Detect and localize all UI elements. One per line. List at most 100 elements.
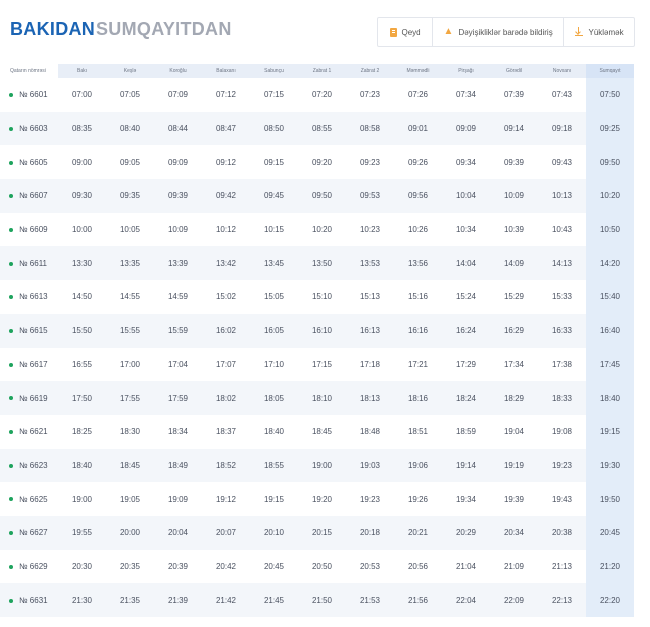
- time-cell: 19:26: [394, 482, 442, 516]
- time-cell: 10:05: [106, 212, 154, 247]
- table-row: № 6609 10:00 10:05 10:09 10:12 10:15 10:20 10:2…: [0, 212, 634, 247]
- train-number: № 6611: [19, 258, 48, 268]
- time-cell: 21:09: [490, 549, 538, 584]
- time-cell: 16:29: [490, 313, 538, 348]
- train-number-cell: № 6623: [0, 448, 58, 483]
- status-dot-icon: [9, 598, 13, 603]
- tab-from-baku[interactable]: BAKIDAN: [10, 19, 96, 39]
- time-cell: 17:18: [346, 347, 394, 382]
- time-cell: 19:19: [490, 448, 538, 483]
- time-cell: 18:24: [442, 381, 490, 415]
- time-cell: 20:00: [106, 515, 154, 550]
- time-cell: 09:20: [298, 145, 346, 180]
- time-cell: 10:09: [490, 179, 538, 213]
- time-cell: 20:29: [442, 515, 490, 550]
- time-cell: 13:50: [298, 246, 346, 281]
- download-icon: [574, 27, 584, 37]
- time-cell: 18:37: [202, 414, 250, 449]
- train-number: № 6625: [19, 494, 48, 504]
- status-dot-icon: [9, 497, 13, 502]
- time-cell: 08:44: [154, 111, 202, 146]
- time-cell: 20:18: [346, 515, 394, 550]
- time-cell: 13:35: [106, 246, 154, 281]
- train-number-cell: № 6613: [0, 280, 58, 314]
- station-header: Sumqayıt: [586, 64, 634, 78]
- time-cell: 09:34: [442, 145, 490, 180]
- train-number-cell: № 6615: [0, 313, 58, 348]
- train-number: № 6627: [19, 528, 48, 538]
- time-cell: 21:53: [346, 583, 394, 617]
- time-cell: 10:13: [538, 179, 586, 213]
- time-cell: 20:45: [250, 549, 298, 584]
- download-button[interactable]: Yükləmək: [563, 18, 634, 46]
- time-cell: 19:04: [490, 414, 538, 449]
- status-dot-icon: [9, 194, 13, 199]
- time-cell: 21:39: [154, 583, 202, 617]
- time-cell: 07:20: [298, 78, 346, 112]
- time-cell: 19:09: [154, 482, 202, 516]
- time-cell: 16:40: [586, 313, 634, 348]
- table-row: № 6631 21:30 21:35 21:39 21:42 21:45 21:50 21:5…: [0, 583, 634, 617]
- time-cell: 19:55: [58, 515, 106, 550]
- time-cell: 15:24: [442, 280, 490, 314]
- time-cell: 09:12: [202, 145, 250, 180]
- train-number-cell: № 6619: [0, 381, 58, 415]
- table-row: № 6613 14:50 14:55 14:59 15:02 15:05 15:10 15:1…: [0, 280, 634, 314]
- time-cell: 08:35: [58, 111, 106, 146]
- time-cell: 13:30: [58, 246, 106, 281]
- table-row: № 6629 20:30 20:35 20:39 20:42 20:45 20:50 20:5…: [0, 549, 634, 584]
- time-cell: 21:45: [250, 583, 298, 617]
- time-cell: 16:02: [202, 313, 250, 348]
- time-cell: 10:43: [538, 212, 586, 247]
- time-cell: 18:40: [586, 381, 634, 415]
- notify-changes-button[interactable]: ▲ Dəyişikliklər barədə bildiriş: [432, 18, 563, 46]
- time-cell: 20:35: [106, 549, 154, 584]
- table-row: № 6615 15:50 15:55 15:59 16:02 16:05 16:10 16:1…: [0, 313, 634, 348]
- time-cell: 19:05: [106, 482, 154, 516]
- time-cell: 15:55: [106, 313, 154, 348]
- time-cell: 21:20: [586, 549, 634, 584]
- time-cell: 15:02: [202, 280, 250, 314]
- time-cell: 09:56: [394, 179, 442, 213]
- time-cell: 17:00: [106, 347, 154, 382]
- time-cell: 15:33: [538, 280, 586, 314]
- time-cell: 14:59: [154, 280, 202, 314]
- time-cell: 09:43: [538, 145, 586, 180]
- train-number: № 6613: [19, 292, 48, 302]
- time-cell: 20:39: [154, 549, 202, 584]
- train-number-cell: № 6621: [0, 414, 58, 449]
- time-cell: 09:39: [490, 145, 538, 180]
- station-header: Görədil: [490, 64, 538, 78]
- time-cell: 07:00: [58, 78, 106, 112]
- time-cell: 19:30: [586, 448, 634, 483]
- time-cell: 18:05: [250, 381, 298, 415]
- time-cell: 10:12: [202, 212, 250, 247]
- time-cell: 17:10: [250, 347, 298, 382]
- time-cell: 14:55: [106, 280, 154, 314]
- time-cell: 13:56: [394, 246, 442, 281]
- note-button[interactable]: Qeyd: [378, 18, 432, 46]
- time-cell: 19:34: [442, 482, 490, 516]
- time-cell: 10:39: [490, 212, 538, 247]
- time-cell: 16:05: [250, 313, 298, 348]
- time-cell: 19:14: [442, 448, 490, 483]
- time-cell: 10:20: [586, 179, 634, 213]
- time-cell: 20:50: [298, 549, 346, 584]
- status-dot-icon: [9, 329, 13, 334]
- time-cell: 20:45: [586, 515, 634, 550]
- time-cell: 18:33: [538, 381, 586, 415]
- time-cell: 17:45: [586, 347, 634, 382]
- time-cell: 15:59: [154, 313, 202, 348]
- time-cell: 10:00: [58, 212, 106, 247]
- train-number: № 6615: [19, 326, 48, 336]
- time-cell: 19:12: [202, 482, 250, 516]
- time-cell: 15:05: [250, 280, 298, 314]
- time-cell: 16:55: [58, 347, 106, 382]
- bell-icon: ▲: [443, 26, 454, 37]
- table-row: № 6625 19:00 19:05 19:09 19:12 19:15 19:20 19:2…: [0, 482, 634, 516]
- time-cell: 18:02: [202, 381, 250, 415]
- tab-from-sumqayit[interactable]: SUMQAYITDAN: [96, 19, 232, 39]
- train-number: № 6609: [19, 225, 48, 235]
- time-cell: 08:47: [202, 111, 250, 146]
- time-cell: 17:38: [538, 347, 586, 382]
